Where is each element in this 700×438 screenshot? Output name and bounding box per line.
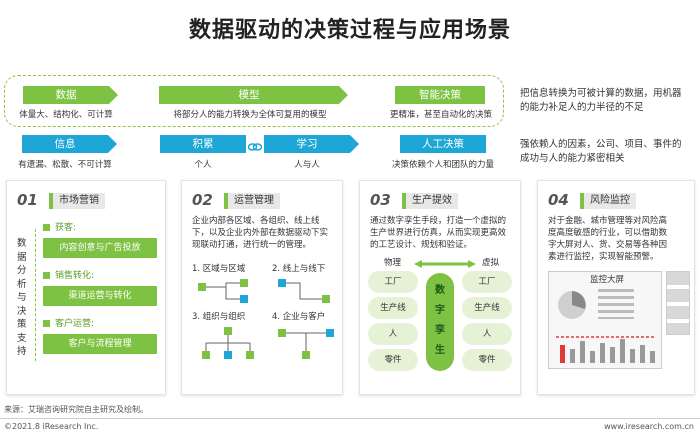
arrow-icon [108,135,117,153]
square-icon [43,224,50,231]
human-decision-row: 信息 积累 学习 人工决策 有遗漏、松散、不可计算 个人 人与人 决策依赖个人和… [4,133,504,175]
doc-lines-icon [598,289,634,319]
square-icon [43,272,50,279]
side-cards-icon [666,271,690,335]
panel-number: 04 [548,191,569,209]
bracket-line [35,229,36,361]
diagram-label: 1. 区域与区域 [192,264,246,274]
virtual-node: 人 [462,323,512,345]
panel-desc: 对于金融、城市管理等对风险高度高度敏感的行业，可以借助数字大屏对人、货、交易等各… [548,216,668,262]
diagram-label: 3. 组织与组织 [192,312,246,322]
enterprise-customer-icon [278,329,334,359]
region-diagram-icon [198,279,248,303]
human-desc: 决策依赖个人和团队的力量 [391,160,494,170]
risk-panel: 04 风险监控 对于金融、城市管理等对风险高度高度敏感的行业，可以借助数字大屏对… [537,180,695,395]
virtual-label: 虚拟 [482,258,500,268]
item-head: 客户运营: [55,319,95,329]
panel-tag: 市场营销 [49,193,105,209]
accumulate-desc: 个人 [194,160,212,170]
learn-desc: 人与人 [294,160,320,170]
virtual-node: 零件 [462,349,512,371]
panel-tag: 运营管理 [224,193,280,209]
data-desc: 体量大、结构化、可计算 [19,110,113,120]
bar-chart-icon [556,336,656,363]
row1-note: 把信息转换为可被计算的数据，用机器的能力补足人的力半径的不足 [520,88,682,113]
copyright: ©2021.8 iResearch Inc. [4,422,99,431]
marketing-panel: 01 市场营销 数据分析与决策支持 获客: 内容创意与广告投放 销售转化: 渠道… [6,180,166,395]
panel-tag: 生产提效 [402,193,458,209]
production-panel: 03 生产提效 通过数字孪生手段，打造一个虚拟的生产世界进行仿真，从而实现更高效… [359,180,521,395]
diagram-label: 2. 线上与线下 [272,264,326,274]
data-pill: 数据 [23,86,109,104]
physical-label: 物理 [384,258,402,268]
info-pill: 信息 [22,135,108,153]
pie-chart-icon [558,291,586,319]
link-icon [247,138,263,151]
virtual-node: 生产线 [462,297,512,319]
panel-number: 02 [192,191,213,209]
learn-pill: 学习 [264,135,350,153]
item-box: 客户与流程管理 [43,334,157,354]
panel-desc: 通过数字孪生手段，打造一个虚拟的生产世界进行仿真，从而实现更高效的工艺设计、规划… [370,216,507,250]
item-box: 内容创意与广告投放 [43,238,157,258]
org-tree-icon [202,327,254,359]
human-decision-pill: 人工决策 [400,135,486,153]
virtual-node: 工厂 [462,271,512,293]
physical-node: 生产线 [368,297,418,319]
accumulate-pill: 积累 [160,135,246,153]
physical-node: 人 [368,323,418,345]
model-pill: 模型 [159,86,339,104]
digital-twin-bar [426,273,454,371]
arrow-icon [350,135,359,153]
panel-number: 01 [17,191,38,209]
item-head: 销售转化: [55,271,95,281]
arrow-icon [339,86,348,104]
panel-number: 03 [370,191,391,209]
smart-decision-pill: 智能决策 [395,86,485,104]
vertical-label: 数据分析与决策支持 [17,238,27,357]
screen-title: 监控大屏 [590,275,625,285]
online-offline-icon [278,279,330,303]
physical-node: 工厂 [368,271,418,293]
digital-twin-label: 数字孪生 [435,285,445,356]
square-icon [43,320,50,327]
physical-node: 零件 [368,349,418,371]
item-head: 获客: [55,223,77,233]
double-arrow-icon [414,260,476,268]
footer-divider [0,418,700,419]
source-note: 来源：艾瑞咨询研究院自主研究及绘制。 [4,405,148,414]
diagram-label: 4. 企业与客户 [272,312,326,322]
model-desc: 将部分人的能力转换为全体可复用的模型 [173,110,327,120]
smart-desc: 更精准，甚至自动化的决策 [389,110,492,120]
data-decision-row: 数据 模型 智能决策 体量大、结构化、可计算 将部分人的能力转换为全体可复用的模… [4,75,504,127]
info-desc: 有遗漏、松散、不可计算 [18,160,112,170]
panel-desc: 企业内部各区域、各组织、线上线下，以及企业内外部在数据驱动下实现联动打通，进行统… [192,216,329,250]
item-box: 渠道运营与转化 [43,286,157,306]
row2-note: 强依赖人的因素，公司、项目、事件的成功与人的能力紧密相关 [520,139,682,164]
arrow-icon [109,86,118,104]
page-title: 数据驱动的决策过程与应用场景 [188,18,511,43]
website: www.iresearch.com.cn [604,422,694,431]
panel-tag: 风险监控 [580,193,636,209]
operations-panel: 02 运营管理 企业内部各区域、各组织、线上线下，以及企业内外部在数据驱动下实现… [181,180,343,395]
